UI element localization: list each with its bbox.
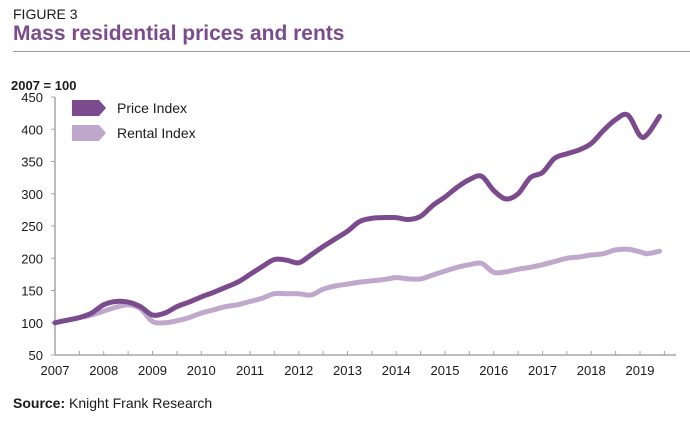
source-text: Knight Frank Research bbox=[69, 395, 213, 411]
series-lines bbox=[52, 111, 662, 326]
chart-title: Mass residential prices and rents bbox=[13, 22, 345, 45]
x-tick-label: 2007 bbox=[41, 363, 70, 378]
source-label: Source: bbox=[13, 395, 66, 411]
x-tick-label: 2008 bbox=[89, 363, 118, 378]
legend-swatch-price bbox=[72, 100, 106, 116]
legend: Price Index Rental Index bbox=[72, 100, 196, 141]
rental-index-line bbox=[52, 246, 662, 326]
y-tick-label: 250 bbox=[21, 219, 43, 234]
y-tick-label: 450 bbox=[21, 90, 43, 105]
y-tick-label: 100 bbox=[21, 316, 43, 331]
y-axis-unit-label: 2007 = 100 bbox=[11, 78, 77, 93]
x-tick-label: 2018 bbox=[577, 363, 606, 378]
x-tick-label: 2010 bbox=[187, 363, 216, 378]
price-index-line bbox=[52, 111, 662, 326]
x-tick-label: 2014 bbox=[382, 363, 411, 378]
y-tick-label: 50 bbox=[29, 348, 43, 363]
legend-swatch-rental bbox=[72, 125, 106, 141]
x-tick-label: 2009 bbox=[138, 363, 167, 378]
y-tick-label: 300 bbox=[21, 187, 43, 202]
title-divider bbox=[13, 51, 690, 52]
legend-label-price: Price Index bbox=[117, 100, 187, 116]
y-tick-label: 350 bbox=[21, 155, 43, 170]
x-tick-label: 2019 bbox=[626, 363, 655, 378]
source-note: Source: Knight Frank Research bbox=[13, 395, 212, 411]
axes: 50 100 150 200 250 300 350 400 450 2007 2008 2009 20… bbox=[21, 90, 676, 378]
x-tick-label: 2012 bbox=[284, 363, 313, 378]
y-tick-label: 200 bbox=[21, 251, 43, 266]
x-tick-label: 2017 bbox=[528, 363, 557, 378]
y-tick-label: 400 bbox=[21, 122, 43, 137]
figure-label: FIGURE 3 bbox=[13, 6, 78, 22]
x-tick-label: 2015 bbox=[431, 363, 460, 378]
x-tick-label: 2016 bbox=[479, 363, 508, 378]
legend-label-rental: Rental Index bbox=[117, 125, 196, 141]
x-tick-label: 2013 bbox=[333, 363, 362, 378]
y-tick-label: 150 bbox=[21, 284, 43, 299]
x-tick-label: 2011 bbox=[236, 363, 264, 378]
